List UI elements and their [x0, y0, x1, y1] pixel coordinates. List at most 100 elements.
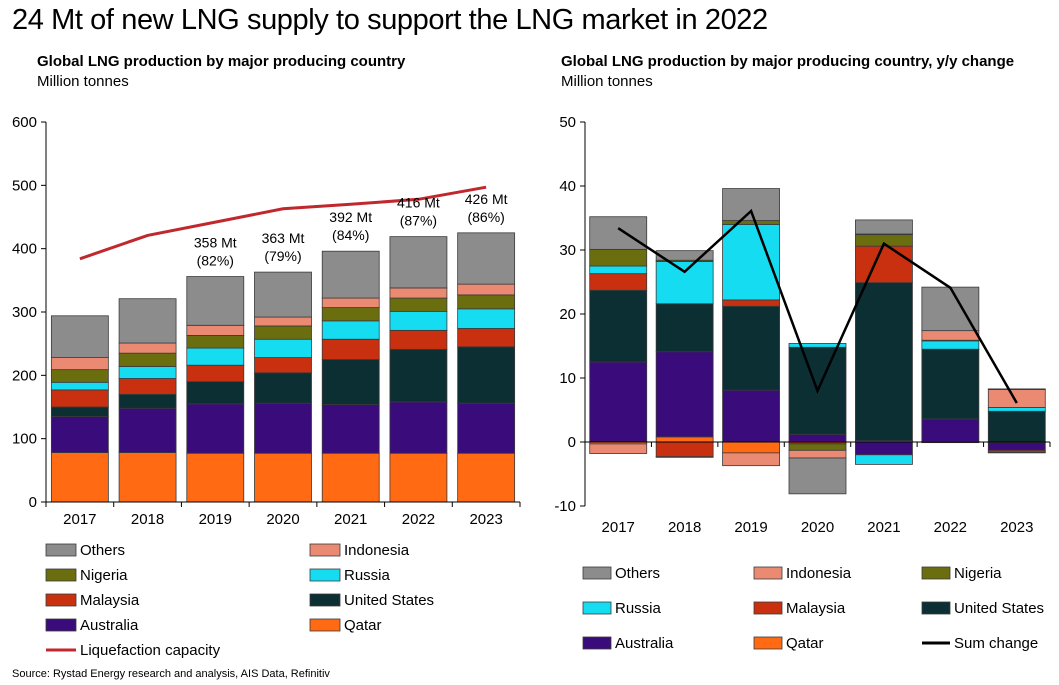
y-tick-label: -10 — [554, 498, 576, 515]
bar-indonesia-2019 — [722, 452, 780, 467]
legend-label-nigeria: Nigeria — [80, 567, 128, 584]
bar-united-states-2018 — [655, 303, 714, 353]
legend-label-indonesia: Indonesia — [344, 542, 410, 559]
bar-australia-2023 — [457, 402, 516, 454]
x-tick-label-2018: 2018 — [131, 511, 164, 528]
legend-label-others: Others — [80, 542, 125, 559]
bar-others-2021 — [855, 219, 913, 235]
legend-label-indonesia: Indonesia — [786, 565, 852, 582]
x-tick-label-2017: 2017 — [63, 511, 96, 528]
y-tick-label: 200 — [12, 367, 37, 384]
x-tick-label-2018: 2018 — [668, 519, 701, 536]
bar-qatar-2017 — [50, 452, 109, 503]
bar-indonesia-2022 — [921, 330, 980, 341]
legend-swatch-australia — [582, 636, 612, 650]
bar-australia-2022 — [921, 418, 980, 442]
annotation-utilization-2020: (79%) — [264, 248, 301, 264]
annotation-volume-2023: 426 Mt — [465, 191, 508, 207]
bar-australia-2019 — [722, 389, 780, 443]
annotation-utilization-2021: (84%) — [332, 227, 369, 243]
bar-others-2018 — [118, 298, 177, 344]
left-chart-unit: Million tonnes — [37, 73, 129, 90]
annotation-utilization-2022: (87%) — [400, 213, 437, 229]
x-tick-label-2022: 2022 — [402, 511, 435, 528]
right-chart-unit: Million tonnes — [561, 73, 653, 90]
line-liquefaction-capacity — [79, 185, 487, 261]
legend-swatch-united-states — [921, 601, 951, 615]
y-tick-label: 20 — [559, 306, 576, 323]
legend-label-others: Others — [615, 565, 660, 582]
y-tick-label: 40 — [559, 178, 576, 195]
bar-indonesia-2020 — [788, 449, 847, 459]
bar-others-2019 — [722, 188, 780, 221]
legend-swatch-russia — [309, 568, 341, 582]
legend-swatch-australia — [45, 618, 77, 632]
x-tick-label-2021: 2021 — [867, 519, 900, 536]
bar-australia-2023 — [987, 442, 1046, 451]
page-title: 24 Mt of new LNG supply to support the L… — [12, 4, 768, 36]
bar-australia-2021 — [855, 441, 913, 456]
annotation-utilization-2019: (82%) — [197, 253, 234, 269]
bar-qatar-2019 — [186, 452, 245, 503]
annotation-volume-2019: 358 Mt — [194, 235, 237, 251]
y-tick-label: 300 — [12, 304, 37, 321]
bar-australia-2019 — [186, 403, 245, 454]
annotation-volume-2021: 392 Mt — [329, 209, 372, 225]
bar-united-states-2019 — [722, 305, 780, 391]
bar-others-2020 — [788, 457, 847, 495]
legend-swatch-indonesia — [753, 566, 783, 580]
bar-australia-2017 — [50, 416, 109, 453]
legend-label-russia: Russia — [615, 600, 662, 617]
bar-qatar-2019 — [722, 441, 780, 454]
bar-united-states-2023 — [457, 346, 516, 404]
bar-qatar-2018 — [655, 436, 714, 443]
legend-swatch-united-states — [309, 593, 341, 607]
bar-others-2018 — [655, 250, 714, 261]
x-tick-label-2023: 2023 — [1000, 519, 1033, 536]
x-tick-label-2023: 2023 — [469, 511, 502, 528]
bar-nigeria-2017 — [589, 248, 648, 267]
bar-others-2017 — [50, 315, 109, 358]
x-tick-label-2017: 2017 — [602, 519, 635, 536]
right-chart-title: Global LNG production by major producing… — [561, 53, 1015, 70]
legend-label-qatar: Qatar — [786, 635, 824, 652]
legend-label-united-states: United States — [954, 600, 1044, 617]
legend-label-malaysia: Malaysia — [80, 592, 140, 609]
legend-label-malaysia: Malaysia — [786, 600, 846, 617]
y-tick-label: 50 — [559, 114, 576, 131]
bar-united-states-2021 — [855, 282, 913, 442]
legend-swatch-others — [582, 566, 612, 580]
bar-australia-2020 — [254, 402, 312, 454]
bar-qatar-2022 — [389, 452, 448, 503]
bar-malaysia-2021 — [855, 245, 913, 284]
bar-others-2019 — [186, 276, 245, 326]
bar-russia-2017 — [589, 265, 648, 275]
legend-label-russia: Russia — [344, 567, 391, 584]
annotation-utilization-2023: (86%) — [467, 209, 504, 225]
bar-united-states-2022 — [921, 348, 980, 420]
bar-russia-2020 — [788, 343, 847, 348]
annotation-volume-2022: 416 Mt — [397, 195, 440, 211]
bar-malaysia-2019 — [722, 299, 780, 307]
legend-label-australia: Australia — [615, 635, 674, 652]
bar-united-states-2017 — [589, 289, 648, 363]
bar-malaysia-2017 — [589, 273, 648, 291]
x-tick-label-2022: 2022 — [934, 519, 967, 536]
legend-swatch-russia — [582, 601, 612, 615]
bar-others-2017 — [589, 216, 648, 250]
legend-label-nigeria: Nigeria — [954, 565, 1002, 582]
bar-australia-2017 — [589, 361, 648, 443]
legend-label-liquefaction-capacity: Liquefaction capacity — [80, 642, 221, 659]
bar-others-2022 — [389, 236, 448, 289]
left-chart-title: Global LNG production by major producing… — [37, 53, 406, 70]
x-tick-label-2019: 2019 — [199, 511, 232, 528]
legend-label-sum-change: Sum change — [954, 635, 1038, 652]
bar-russia-2022 — [921, 340, 980, 350]
y-tick-label: 500 — [12, 177, 37, 194]
bar-others-2023 — [457, 232, 516, 285]
y-tick-label: 10 — [559, 370, 576, 387]
legend-swatch-qatar — [309, 618, 341, 632]
x-tick-label-2020: 2020 — [266, 511, 299, 528]
